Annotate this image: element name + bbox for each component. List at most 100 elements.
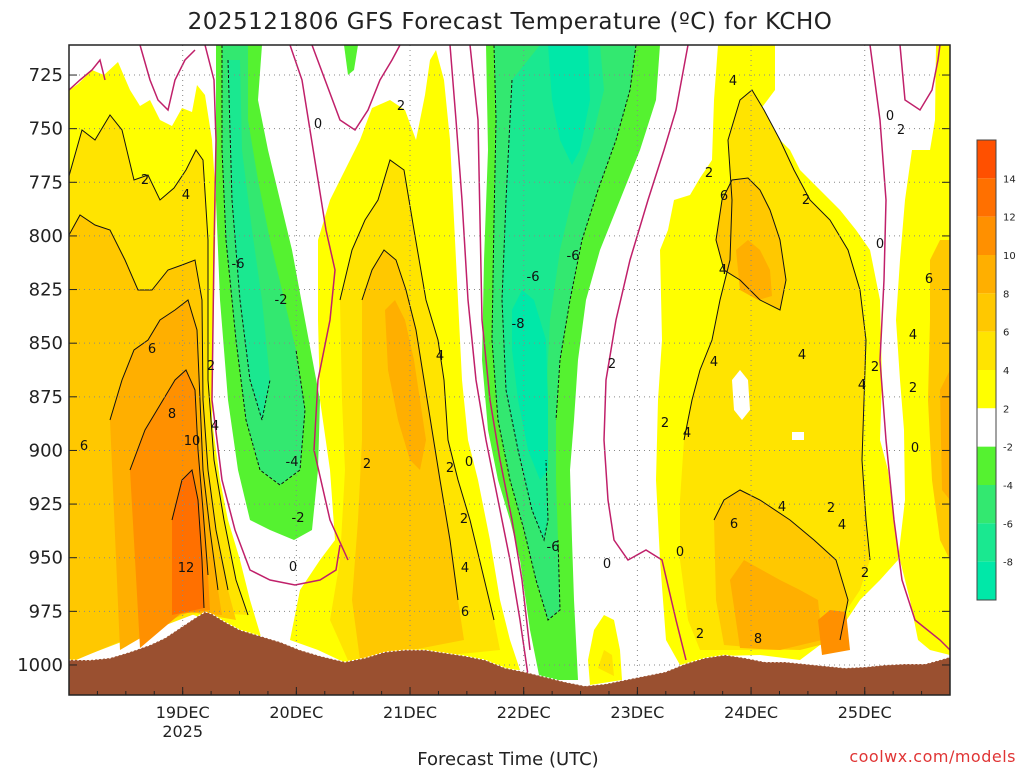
contour-label: 6	[720, 189, 728, 204]
contour-label: -6	[567, 249, 580, 264]
region-m4-band1	[222, 45, 305, 485]
isotherm-line-2	[69, 214, 229, 591]
colorbar-label: 10	[1003, 251, 1016, 262]
white-hole-1	[732, 370, 750, 420]
contour-label: 2	[446, 461, 454, 476]
region-8to10-mid	[385, 300, 426, 470]
contour-label: 4	[182, 188, 190, 203]
colorbar-swatch	[977, 140, 996, 179]
contour-label: 4	[461, 561, 469, 576]
isotherm-line-3	[109, 299, 219, 591]
contour-label: 0	[465, 455, 473, 470]
contour-label: 6	[925, 272, 933, 287]
grid-lines	[69, 45, 950, 695]
contour-label: 2	[705, 166, 713, 181]
contour-label: 12	[178, 561, 195, 576]
contour-label: -6	[232, 257, 245, 272]
colorbar-swatch	[977, 446, 996, 485]
freeze-line-1	[69, 58, 106, 91]
y-tick-label: 1000	[17, 655, 63, 676]
contour-label: 4	[798, 348, 806, 363]
isotherm-line-1	[69, 114, 249, 616]
x-tick-label: 23DEC	[610, 703, 664, 722]
region-8to10-right	[730, 240, 822, 650]
plot-frame	[68, 44, 951, 696]
cold-isotherm-line-5	[555, 45, 637, 421]
freeze-line-6	[449, 45, 529, 676]
contour-label: 2	[802, 193, 810, 208]
isotherm-lines	[69, 89, 871, 641]
freeze-line-3	[204, 45, 341, 586]
x-tick-label: 25DEC	[838, 703, 892, 722]
contour-label: 2	[141, 173, 149, 188]
contour-label: -6	[547, 540, 560, 555]
y-tick-label: 900	[29, 440, 63, 461]
contour-label: 2	[363, 457, 371, 472]
contour-label: 2	[696, 627, 704, 642]
colorbar-label: 6	[1003, 328, 1009, 339]
y-tick-label: 825	[29, 280, 63, 301]
contour-label: 2	[871, 360, 879, 375]
small-warm-pocket	[588, 615, 622, 685]
contour-label: -4	[286, 455, 299, 470]
isotherm-line-6	[339, 159, 495, 621]
freeze-line-8	[603, 45, 689, 661]
contour-label: 2	[827, 501, 835, 516]
contour-label: 2	[397, 99, 405, 114]
contour-label: 4	[838, 518, 846, 533]
contour-label: 2	[207, 359, 215, 374]
contour-label: 0	[314, 117, 322, 132]
contour-label: 2	[909, 381, 917, 396]
region-10-right-low	[818, 610, 850, 655]
y-tick-label: 750	[29, 119, 63, 140]
y-tick-label: 800	[29, 226, 63, 247]
contour-label: 4	[710, 355, 718, 370]
colorbar-swatch	[977, 293, 996, 332]
freeze-line-4	[289, 45, 349, 561]
freezing-lines	[69, 45, 950, 676]
region-2to4-pocket	[588, 615, 622, 685]
isotherm-line-7	[361, 249, 459, 601]
region-12to14-left	[172, 470, 204, 615]
cold-band-2	[482, 45, 660, 680]
cold-band-1	[216, 45, 320, 540]
contour-label: 4	[436, 349, 444, 364]
region-m6-band1	[228, 60, 270, 420]
freeze-island-top	[344, 45, 358, 75]
freeze-line-2	[139, 45, 196, 112]
x-axis-label: Forecast Time (UTC)	[417, 749, 598, 768]
contour-label: 10	[184, 434, 201, 449]
contour-label: 8	[168, 407, 176, 422]
contour-label: -8	[512, 317, 525, 332]
y-tick-label: 925	[29, 494, 63, 515]
colorbar-label: 2	[1003, 404, 1009, 415]
contour-label: 4	[719, 263, 727, 278]
y-tick-label: 975	[29, 601, 63, 622]
isotherm-line-4	[129, 369, 209, 576]
contour-label: 2	[460, 512, 468, 527]
x-tick-label: 22DEC	[497, 703, 551, 722]
contour-label: 2	[897, 123, 905, 138]
region-6to8-right	[714, 178, 848, 650]
colorbar-label: -6	[1003, 519, 1013, 530]
region-m8-band2	[512, 45, 590, 480]
colorbar-swatch	[977, 216, 996, 255]
x-tick-sublabel: 2025	[162, 722, 203, 741]
y-tick-label: 725	[29, 65, 63, 86]
contour-label: 4	[858, 378, 866, 393]
contour-label: 4	[909, 328, 917, 343]
contour-label: 4	[729, 74, 737, 89]
contour-label: 6	[461, 605, 469, 620]
colorbar-label: -8	[1003, 558, 1013, 569]
isotherm-line-10	[713, 489, 849, 641]
contour-label: -2	[292, 511, 305, 526]
contour-label: 6	[148, 342, 156, 357]
colorbar-label: -2	[1003, 443, 1013, 454]
surface-edge	[69, 611, 950, 687]
cold-isotherm-line-4	[501, 79, 549, 542]
contour-label: -2	[275, 293, 288, 308]
contour-label: 2	[861, 566, 869, 581]
